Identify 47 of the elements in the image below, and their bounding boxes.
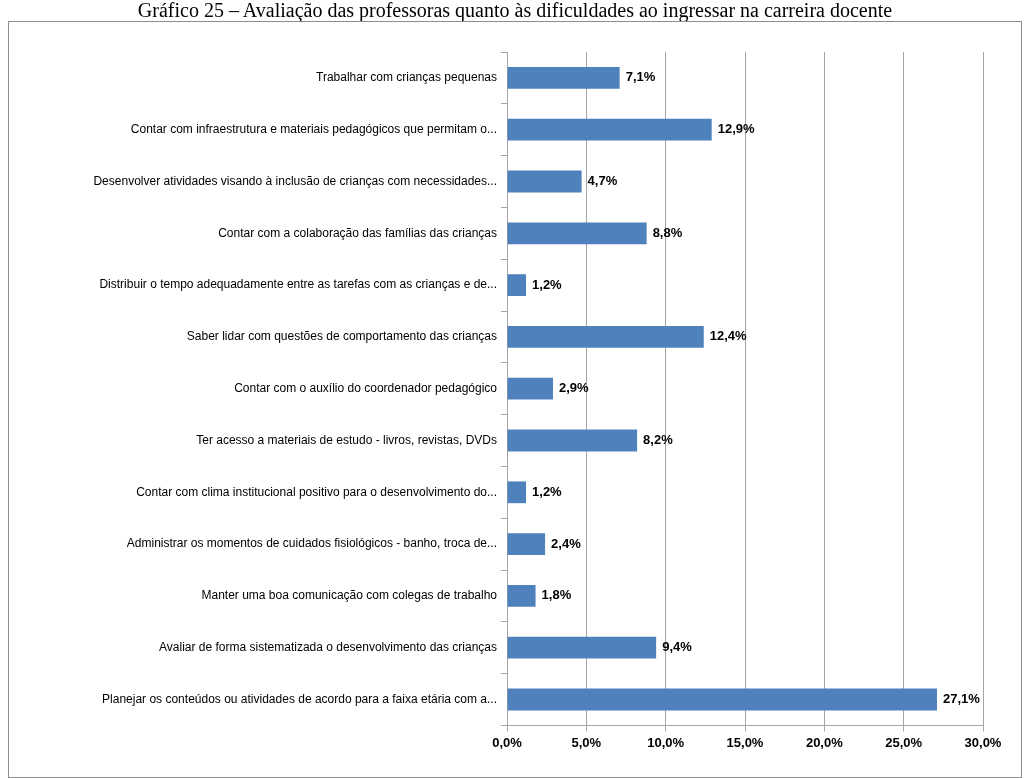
data-label: 1,2% [532, 276, 563, 292]
bar [507, 170, 582, 193]
x-tick-label: 15,0% [726, 734, 764, 750]
y-tick-label: Administrar os momentos de cuidados fisiológicos - banho, troca de... [126, 536, 497, 551]
data-label: 2,4% [551, 535, 582, 551]
y-tick-label: Contar com infraestrutura e materiais pedagógicos que permitam o... [130, 122, 497, 137]
x-tick-label: 30,0% [964, 734, 1002, 750]
bar [507, 585, 536, 607]
data-label: 8,8% [652, 224, 683, 240]
x-tick-label: 10,0% [647, 734, 685, 750]
y-tick-label: Trabalhar com crianças pequenas [316, 70, 497, 85]
y-tick-label: Saber lidar com questões de comportamento das crianças [186, 329, 497, 344]
data-label: 12,9% [717, 121, 755, 137]
y-tick-label: Avaliar de forma sistematizada o desenvolvimento das crianças [159, 640, 497, 655]
data-label: 12,4% [709, 328, 748, 344]
bar [507, 533, 546, 555]
bar [507, 377, 554, 400]
y-tick-label: Contar com clima institucional positivo para o desenvolvimento do... [136, 484, 497, 499]
x-tick-label: 0,0% [492, 734, 523, 750]
data-label: 1,8% [541, 587, 572, 603]
y-tick-label: Contar com o auxílio do coordenador pedagógico [234, 381, 498, 396]
y-tick-label: Desenvolver atividades visando à inclusão de crianças com necessidades... [93, 173, 497, 188]
bar [507, 222, 647, 245]
bar [507, 118, 712, 141]
bar [507, 429, 638, 452]
bar [507, 326, 704, 348]
data-label: 2,9% [559, 380, 590, 396]
data-label: 7,1% [625, 69, 656, 85]
data-label: 27,1% [942, 691, 981, 707]
data-label: 8,2% [643, 432, 674, 448]
bar [507, 67, 620, 89]
bar [507, 274, 527, 296]
bar [507, 688, 937, 711]
x-tick-label: 5,0% [571, 734, 602, 750]
bar [507, 636, 657, 659]
data-label: 4,7% [587, 173, 618, 189]
y-tick-label: Planejar os conteúdos ou atividades de acordo para a faixa etária com a... [102, 691, 497, 706]
bar [507, 481, 527, 504]
y-tick-label: Distribuir o tempo adequadamente entre as tarefas com as crianças e de... [99, 277, 497, 292]
y-tick-label: Ter acesso a materiais de estudo - livros, revistas, DVDs [196, 432, 497, 447]
y-tick-label: Contar com a colaboração das famílias das crianças [218, 225, 497, 240]
data-label: 9,4% [662, 639, 693, 655]
chart-title: Gráfico 25 – Avaliação das professoras quanto às dificuldades ao ingressar na carreira docente [136, 0, 894, 21]
x-tick-label: 20,0% [805, 734, 844, 750]
data-label: 1,2% [532, 483, 563, 499]
y-tick-label: Manter uma boa comunicação com colegas de trabalho [201, 588, 498, 603]
x-tick-label: 25,0% [885, 734, 923, 750]
